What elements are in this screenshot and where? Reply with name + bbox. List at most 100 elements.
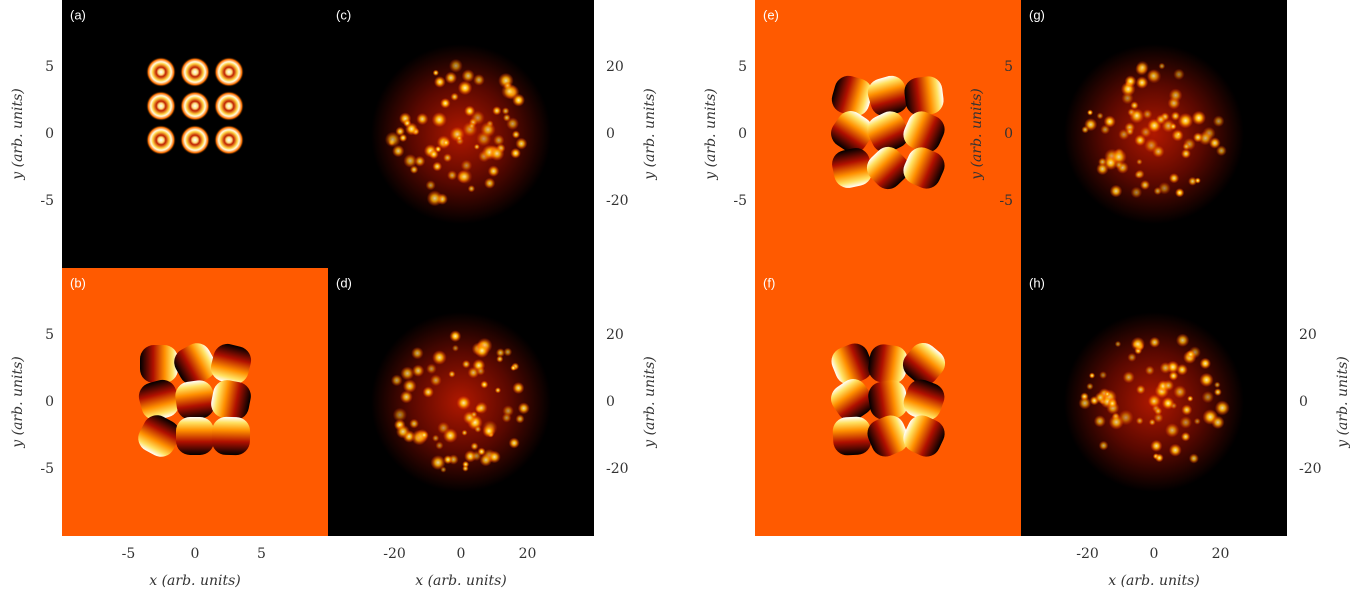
speckle <box>435 441 443 449</box>
speckle <box>512 130 520 138</box>
panel-label: (c) <box>336 7 351 22</box>
speckle <box>1186 350 1195 359</box>
phase-cell <box>140 345 178 383</box>
speckle <box>400 366 414 380</box>
speckle <box>1078 397 1091 410</box>
y-tick-label: 0 <box>1299 394 1308 410</box>
y-axis-label: y (arb. units) <box>1335 356 1351 449</box>
speckle <box>427 190 443 206</box>
speckle <box>468 185 475 192</box>
speckle <box>1214 388 1222 396</box>
speckle <box>1187 395 1193 401</box>
speckle <box>1158 63 1165 70</box>
panel-label: (b) <box>70 275 86 290</box>
speckle <box>432 112 447 127</box>
speckle <box>1182 143 1190 151</box>
speckle <box>400 390 413 403</box>
speckle <box>476 367 485 376</box>
speckle <box>434 76 446 88</box>
panel-label: (e) <box>763 7 779 22</box>
speckle <box>1136 61 1149 74</box>
speckle <box>1094 415 1106 427</box>
panel: (b)50-5y (arb. units)-505x (arb. units) <box>10 268 328 589</box>
speckle <box>1099 371 1107 379</box>
speckle <box>1173 69 1184 80</box>
speckle <box>1115 341 1121 347</box>
donut <box>180 57 210 87</box>
speckle <box>411 347 423 359</box>
speckle <box>1140 126 1152 138</box>
speckle <box>1176 334 1189 347</box>
speckle <box>393 408 407 422</box>
speckle <box>452 345 459 352</box>
speckle <box>1147 70 1159 82</box>
speckle <box>458 81 473 96</box>
x-tick-label: 0 <box>1150 546 1159 562</box>
speckle <box>484 178 495 189</box>
speckle <box>1192 111 1206 125</box>
speckle <box>462 69 475 82</box>
speckle <box>1134 171 1142 179</box>
speckle <box>515 414 524 423</box>
speckle <box>449 330 461 342</box>
speckle <box>1097 112 1104 119</box>
speckle <box>509 438 520 449</box>
speckle <box>1169 444 1182 457</box>
phase-cell <box>176 417 214 455</box>
speckle <box>462 360 471 369</box>
speckle <box>440 98 451 109</box>
speckle <box>430 374 442 386</box>
speckle <box>1215 400 1230 415</box>
speckle <box>432 350 447 365</box>
speckle <box>1169 88 1183 102</box>
speckle <box>1081 126 1089 134</box>
speckle <box>1114 160 1123 169</box>
donut <box>214 91 244 121</box>
speckle <box>1109 415 1124 430</box>
speckle <box>1104 391 1110 397</box>
panel-label: (a) <box>70 7 86 22</box>
y-axis-label: y (arb. units) <box>642 88 658 181</box>
x-axis-label: x (arb. units) <box>149 573 241 589</box>
speckle <box>1127 353 1136 362</box>
speckle <box>1096 163 1108 175</box>
speckle <box>1175 131 1182 138</box>
speckle <box>512 382 524 394</box>
y-tick-label: -5 <box>733 193 747 209</box>
speckle <box>445 72 457 84</box>
y-tick-label: -5 <box>40 193 54 209</box>
speckle <box>1087 109 1093 115</box>
y-tick-label: 0 <box>1004 126 1013 142</box>
speckle <box>1158 182 1171 195</box>
speckle <box>420 431 428 439</box>
speckle <box>416 113 428 125</box>
y-tick-label: 0 <box>738 126 747 142</box>
speckle <box>443 428 458 443</box>
speckle <box>1136 76 1148 88</box>
speckle <box>1181 432 1191 442</box>
speckle <box>1173 385 1186 398</box>
speckle <box>458 169 473 184</box>
speckle <box>480 122 495 137</box>
speckle <box>510 148 521 159</box>
speckle <box>461 430 467 436</box>
panel: (c)200-20y (arb. units) <box>328 0 658 268</box>
speckle <box>502 413 512 423</box>
speckle <box>1152 145 1164 157</box>
speckle <box>409 419 419 429</box>
speckle <box>510 365 516 371</box>
y-tick-label: -20 <box>1299 461 1322 477</box>
phase-cell <box>832 416 872 456</box>
y-tick-label: -20 <box>606 193 629 209</box>
speckle <box>468 122 475 129</box>
y-tick-label: 20 <box>606 59 624 75</box>
speckle <box>1160 362 1172 374</box>
speckle <box>431 455 446 470</box>
speckle <box>1199 373 1213 387</box>
speckle <box>1194 418 1201 425</box>
speckle <box>426 180 436 190</box>
speckle <box>442 139 450 147</box>
speckle <box>1136 159 1142 165</box>
speckle <box>461 160 473 172</box>
